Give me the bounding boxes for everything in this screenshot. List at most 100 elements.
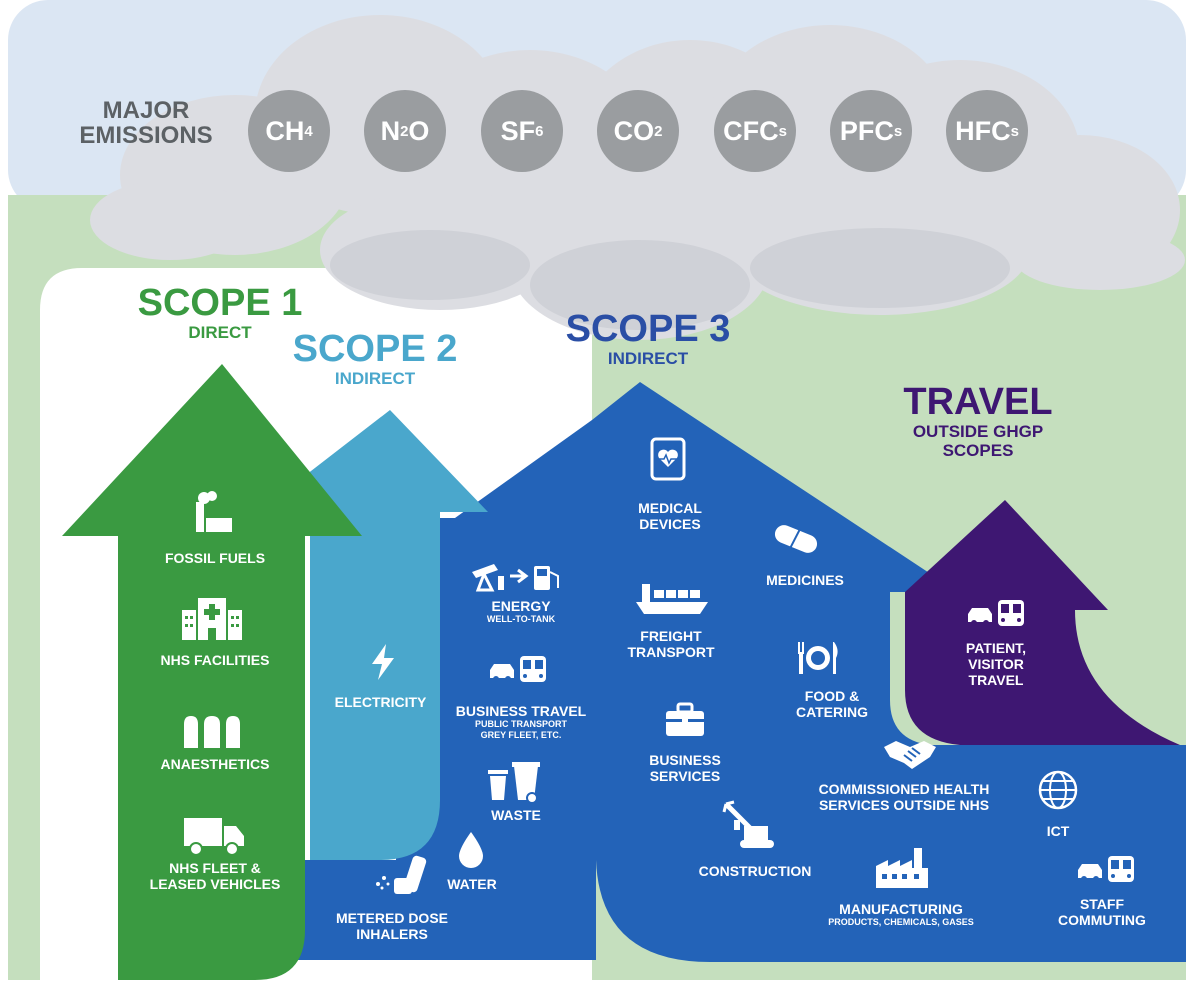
- label-business-services-line2: SERVICES: [649, 768, 721, 785]
- scope3-heading: SCOPE 3: [565, 308, 731, 350]
- gas-ch4: CH 4: [248, 90, 330, 172]
- label-medical-devices: MEDICAL DEVICES: [618, 500, 722, 532]
- gas-cylinders-icon: [184, 716, 240, 748]
- label-patient-visitor-travel: PATIENT, VISITOR TRAVEL: [944, 640, 1048, 688]
- hospital-icon: [182, 598, 242, 640]
- truck-icon: [184, 818, 244, 856]
- gas-co2-base: CO: [613, 115, 655, 146]
- cargo-ship-icon: [636, 584, 708, 614]
- scope3-subheading: INDIRECT: [607, 349, 689, 368]
- gas-co2: CO 2: [597, 90, 679, 172]
- label-medical-devices-line1: MEDICAL: [638, 500, 702, 516]
- label-food-catering: FOOD & CATERING: [772, 688, 892, 720]
- gas-cfcs-base: CFC: [723, 115, 779, 146]
- label-business-travel-sub1: PUBLIC TRANSPORT: [475, 719, 567, 730]
- label-medicines-text: MEDICINES: [766, 572, 844, 588]
- label-commissioned-line1: COMMISSIONED HEALTH: [818, 781, 990, 797]
- label-business-services-line1: BUSINESS: [649, 752, 721, 768]
- water-drop-icon: [459, 832, 483, 868]
- handshake-icon: [884, 741, 936, 769]
- label-staff-line2: COMMUTING: [1058, 912, 1146, 929]
- label-food-line2: CATERING: [795, 704, 869, 721]
- gas-sf6-base: SF: [500, 115, 536, 146]
- plate-cutlery-icon: [798, 642, 838, 674]
- tablet-heart-icon: [650, 437, 686, 481]
- major-emissions-label: MAJOR EMISSIONS: [60, 98, 232, 148]
- gas-ch4-sub: 4: [304, 122, 313, 140]
- factory-icon: [196, 491, 232, 532]
- gas-co2-sub: 2: [654, 122, 663, 140]
- scope1-subheading: DIRECT: [188, 323, 252, 342]
- label-electricity: ELECTRICITY: [318, 694, 443, 710]
- label-medical-devices-line2: DEVICES: [639, 516, 701, 533]
- label-construction-text: CONSTRUCTION: [698, 863, 812, 879]
- label-commissioned-line2: SERVICES OUTSIDE NHS: [818, 797, 990, 814]
- inhaler-icon: [376, 855, 427, 894]
- clouds-shade: [330, 228, 1010, 330]
- gas-ch4-base: CH: [265, 115, 305, 146]
- travel-subheading-2: SCOPES: [942, 441, 1014, 460]
- gas-cfcs-sub: s: [778, 122, 787, 140]
- gas-cfcs: CFC s: [714, 90, 796, 172]
- pill-icon: [774, 525, 818, 553]
- label-energy-sub: WELL-TO-TANK: [486, 614, 556, 625]
- label-business-travel-sub2: GREY FLEET, ETC.: [480, 729, 562, 740]
- gas-pfcs-base: PFC: [839, 115, 894, 146]
- label-mdi-line1: METERED DOSE: [335, 910, 448, 926]
- label-business-services: BUSINESS SERVICES: [630, 752, 740, 784]
- waste-bins-icon: [488, 762, 540, 804]
- label-staff-line1: STAFF: [1079, 896, 1125, 912]
- label-food-line1: FOOD &: [804, 688, 860, 704]
- label-fossil-fuels: FOSSIL FUELS: [140, 550, 290, 566]
- gas-pfcs-sub: s: [893, 122, 903, 140]
- label-nhs-fleet-line2: LEASED VEHICLES: [149, 876, 281, 893]
- gas-n2o-suffix: O: [408, 115, 430, 146]
- gas-hfcs-base: HFC: [955, 115, 1011, 146]
- label-manufacturing-text: MANUFACTURING: [839, 901, 963, 917]
- scope1-arrow: [62, 364, 362, 980]
- oil-pump-to-fuel-icon: [472, 564, 559, 592]
- label-freight-transport: FREIGHT TRANSPORT: [616, 628, 726, 660]
- label-energy-text: ENERGY: [491, 598, 551, 614]
- gas-hfcs-sub: s: [1010, 122, 1019, 140]
- gas-hfcs: HFC s: [946, 90, 1028, 172]
- label-energy: ENERGY WELL-TO-TANK: [454, 598, 588, 625]
- label-nhs-facilities: NHS FACILITIES: [130, 652, 300, 668]
- gas-sf6: SF 6: [481, 90, 563, 172]
- label-waste-text: WASTE: [491, 807, 541, 823]
- label-freight-line2: TRANSPORT: [627, 644, 715, 661]
- label-fossil-fuels-text: FOSSIL FUELS: [164, 550, 266, 566]
- major-emissions-line1: MAJOR: [102, 97, 190, 124]
- label-manufacturing-sub: PRODUCTS, CHEMICALS, GASES: [828, 917, 974, 928]
- scope1-title: SCOPE 1 DIRECT: [120, 284, 320, 341]
- label-patient-line1: PATIENT,: [965, 640, 1027, 656]
- scope2-title: SCOPE 2 INDIRECT: [280, 330, 470, 387]
- label-water: WATER: [432, 876, 512, 892]
- label-nhs-fleet-line1: NHS FLEET &: [169, 860, 261, 876]
- gas-n2o-sub: 2: [400, 122, 409, 140]
- label-nhs-facilities-text: NHS FACILITIES: [160, 652, 270, 668]
- travel-arrow: [905, 500, 1180, 745]
- label-freight-line1: FREIGHT: [640, 628, 702, 644]
- travel-heading: TRAVEL: [903, 381, 1053, 423]
- globe-icon: [1038, 770, 1078, 810]
- gas-sf6-sub: 6: [535, 122, 544, 140]
- scope1-heading: SCOPE 1: [137, 282, 303, 324]
- label-staff-commuting: STAFF COMMUTING: [1042, 896, 1162, 928]
- travel-title: TRAVEL OUTSIDE GHGP SCOPES: [868, 383, 1088, 459]
- label-electricity-text: ELECTRICITY: [334, 694, 427, 710]
- label-business-travel-text: BUSINESS TRAVEL: [455, 703, 587, 719]
- scope2-heading: SCOPE 2: [292, 328, 458, 370]
- label-metered-dose-inhalers: METERED DOSE INHALERS: [322, 910, 462, 942]
- car-bus-commuting-icon: [1078, 856, 1134, 882]
- label-ict-text: ICT: [1046, 823, 1070, 839]
- label-mdi-line2: INHALERS: [356, 926, 428, 943]
- travel-subheading-1: OUTSIDE GHGP: [912, 422, 1044, 441]
- manufacturing-factory-icon: [876, 848, 928, 888]
- gas-pfcs: PFC s: [830, 90, 912, 172]
- label-ict: ICT: [1030, 823, 1086, 839]
- label-construction: CONSTRUCTION: [680, 863, 830, 879]
- label-nhs-fleet: NHS FLEET & LEASED VEHICLES: [125, 860, 305, 892]
